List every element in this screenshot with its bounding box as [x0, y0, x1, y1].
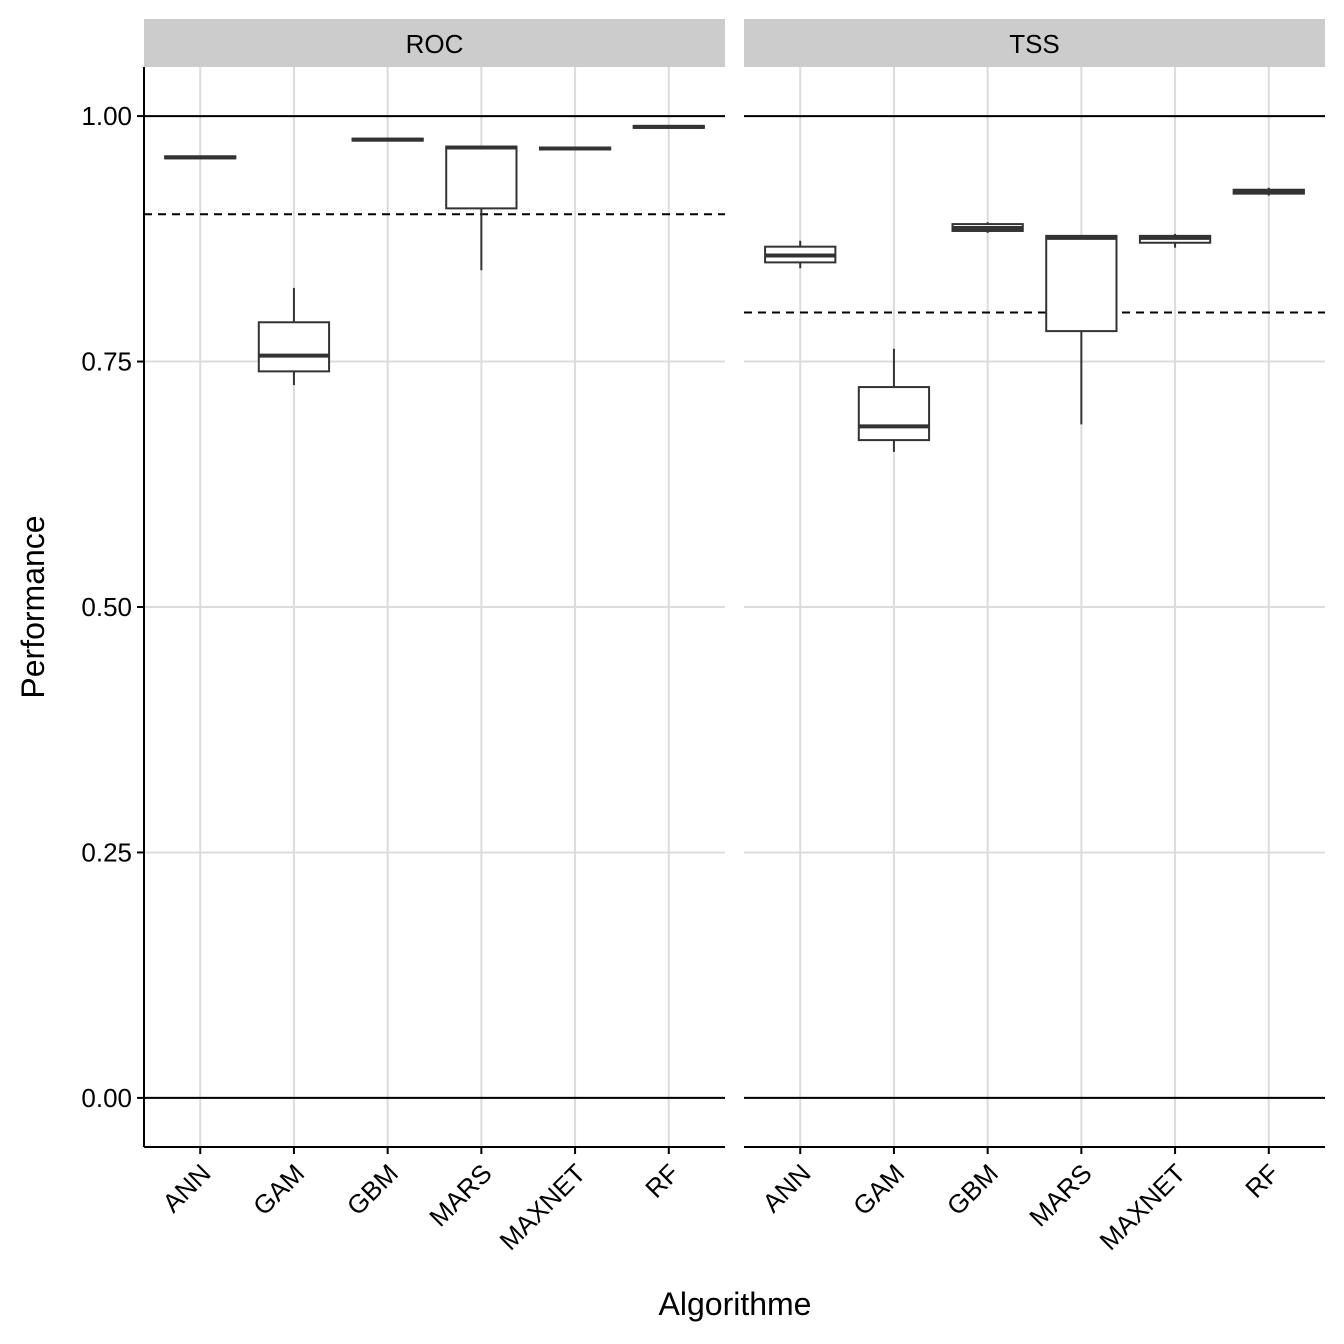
- x-tick-label: GAM: [847, 1158, 910, 1221]
- x-tick-label: GBM: [341, 1158, 404, 1221]
- facet-strip: [744, 19, 1325, 67]
- x-tick-label: GAM: [247, 1158, 310, 1221]
- x-tick-label: RF: [1239, 1158, 1285, 1204]
- x-tick-label: ANN: [156, 1158, 216, 1218]
- facet-title: TSS: [1009, 29, 1060, 59]
- facet-title: ROC: [406, 29, 464, 59]
- box: [857, 386, 931, 442]
- x-axis-title: Algorithme: [659, 1286, 812, 1322]
- x-tick-label: MARS: [1023, 1158, 1097, 1232]
- x-tick-label: MAXNET: [1093, 1158, 1191, 1256]
- x-tick-label: MARS: [423, 1158, 497, 1232]
- x-tick-label: MAXNET: [493, 1158, 591, 1256]
- x-tick-label: RF: [639, 1158, 685, 1204]
- y-tick-label: 1.00: [81, 101, 132, 131]
- y-tick-label: 0.50: [81, 592, 132, 622]
- box: [1045, 234, 1118, 333]
- x-tick-label: ANN: [756, 1158, 816, 1218]
- facet-strip: [144, 19, 725, 67]
- box: [445, 145, 518, 210]
- x-tick-label: GBM: [941, 1158, 1004, 1221]
- y-tick-label: 0.25: [81, 837, 132, 867]
- y-axis-title: Performance: [15, 515, 51, 698]
- y-tick-label: 0.00: [81, 1083, 132, 1113]
- y-tick-label: 0.75: [81, 347, 132, 377]
- box: [257, 321, 331, 373]
